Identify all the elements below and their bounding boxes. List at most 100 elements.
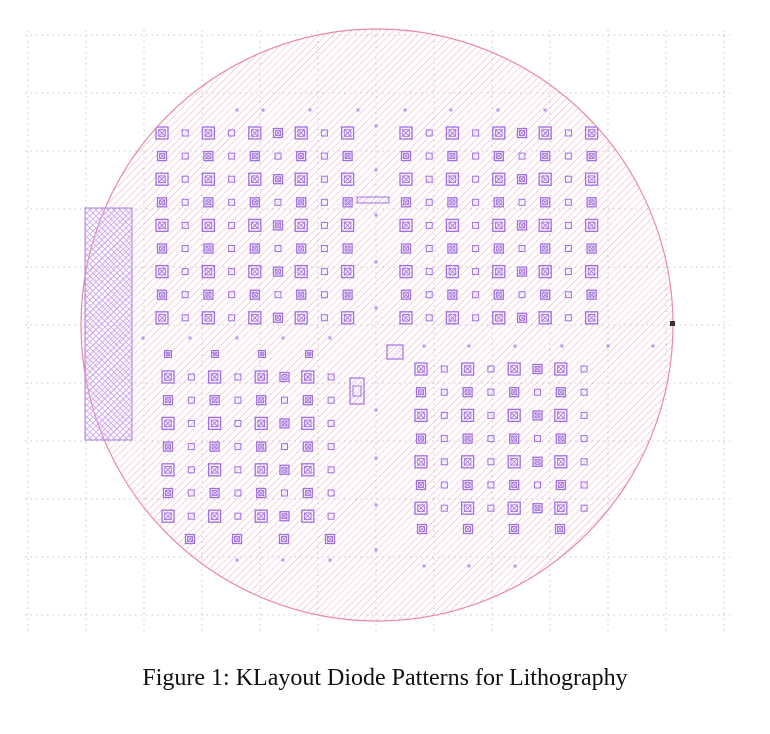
diode-pattern — [472, 221, 480, 229]
diode-arrays — [141, 108, 655, 568]
diode-pattern — [162, 487, 174, 499]
diode-pattern — [518, 291, 526, 299]
diode-pattern — [554, 408, 568, 423]
diode-pattern — [516, 312, 528, 323]
test-dot — [261, 108, 265, 112]
diode-pattern — [342, 289, 353, 300]
diode-pattern — [294, 311, 308, 325]
diode-pattern — [400, 289, 412, 300]
diode-pattern — [460, 501, 475, 515]
diode-pattern — [425, 175, 433, 183]
test-dot — [188, 336, 192, 340]
diode-pattern — [254, 416, 268, 431]
diode-pattern — [302, 395, 313, 406]
diode-pattern — [201, 264, 216, 279]
diode-pattern — [554, 362, 568, 376]
diode-pattern — [445, 264, 460, 279]
diode-pattern — [445, 172, 460, 186]
diode-pattern — [554, 455, 568, 469]
diode-pattern — [340, 126, 355, 140]
diode-pattern — [534, 388, 541, 396]
diode-pattern — [209, 441, 220, 452]
diode-pattern — [248, 311, 262, 325]
diode-pattern — [211, 350, 219, 358]
test-dot — [513, 564, 517, 568]
diode-pattern — [445, 218, 460, 233]
test-dot — [467, 344, 471, 348]
diode-pattern — [281, 489, 288, 497]
klayout-diagram — [25, 28, 730, 635]
diode-pattern — [228, 268, 236, 276]
diode-pattern — [586, 150, 597, 162]
diode-pattern — [187, 489, 195, 497]
wafer-flat-marker — [670, 321, 675, 326]
diode-pattern — [234, 373, 242, 381]
diode-pattern — [161, 416, 175, 431]
diode-pattern — [460, 455, 475, 469]
diode-pattern — [279, 418, 290, 429]
diode-pattern — [301, 416, 315, 431]
diode-pattern — [296, 243, 307, 254]
vertical-test-structure-inner — [352, 385, 362, 397]
diode-pattern — [327, 512, 335, 520]
diode-pattern — [342, 197, 353, 208]
diode-pattern — [564, 268, 572, 276]
diode-pattern — [554, 501, 568, 515]
test-dot — [651, 344, 655, 348]
layout-viewport — [25, 28, 730, 635]
test-dot — [328, 558, 332, 562]
diode-pattern — [296, 289, 307, 300]
diode-pattern — [156, 150, 168, 162]
diode-pattern — [555, 433, 566, 444]
diode-pattern — [156, 197, 168, 208]
diode-pattern — [492, 264, 506, 279]
diode-pattern — [493, 243, 504, 254]
diode-pattern — [584, 218, 599, 233]
diode-pattern — [320, 291, 328, 299]
diode-pattern — [440, 458, 448, 466]
diode-pattern — [203, 243, 214, 254]
diode-pattern — [516, 266, 528, 277]
diode-pattern — [472, 152, 480, 160]
test-dot — [513, 344, 517, 348]
diode-pattern — [187, 512, 195, 520]
diode-pattern — [416, 523, 428, 535]
diode-pattern — [487, 411, 495, 419]
diode-pattern — [256, 487, 267, 499]
diode-pattern — [279, 464, 290, 475]
test-dot — [281, 558, 285, 562]
diode-pattern — [320, 314, 328, 322]
diode-pattern — [294, 126, 308, 140]
diode-pattern — [320, 221, 328, 229]
diode-pattern — [207, 509, 222, 523]
diode-pattern — [564, 291, 572, 299]
diode-pattern — [507, 408, 521, 423]
diode-pattern — [447, 197, 458, 208]
diode-pattern — [580, 365, 588, 373]
diode-pattern — [414, 455, 428, 469]
diode-pattern — [320, 268, 328, 276]
diode-pattern — [281, 396, 288, 404]
figure-caption: Figure 1: KLayout Diode Patterns for Lit… — [142, 665, 628, 691]
diode-pattern — [538, 218, 552, 233]
diode-pattern — [256, 441, 267, 452]
diode-pattern — [342, 243, 353, 254]
diode-pattern — [324, 533, 336, 545]
diode-pattern — [586, 197, 597, 208]
diode-pattern — [400, 243, 412, 254]
diode-pattern — [181, 291, 189, 299]
diode-pattern — [425, 152, 433, 160]
diode-pattern — [320, 245, 328, 252]
test-dot — [374, 260, 378, 264]
diode-pattern — [564, 152, 572, 160]
diode-pattern — [254, 370, 268, 384]
test-dot — [374, 456, 378, 460]
test-dot — [374, 213, 378, 217]
diode-pattern — [155, 172, 169, 186]
diode-pattern — [555, 479, 566, 491]
diode-pattern — [586, 243, 597, 254]
diode-pattern — [399, 311, 413, 325]
diode-pattern — [414, 408, 428, 423]
diode-pattern — [472, 129, 480, 137]
diode-pattern — [425, 245, 433, 252]
